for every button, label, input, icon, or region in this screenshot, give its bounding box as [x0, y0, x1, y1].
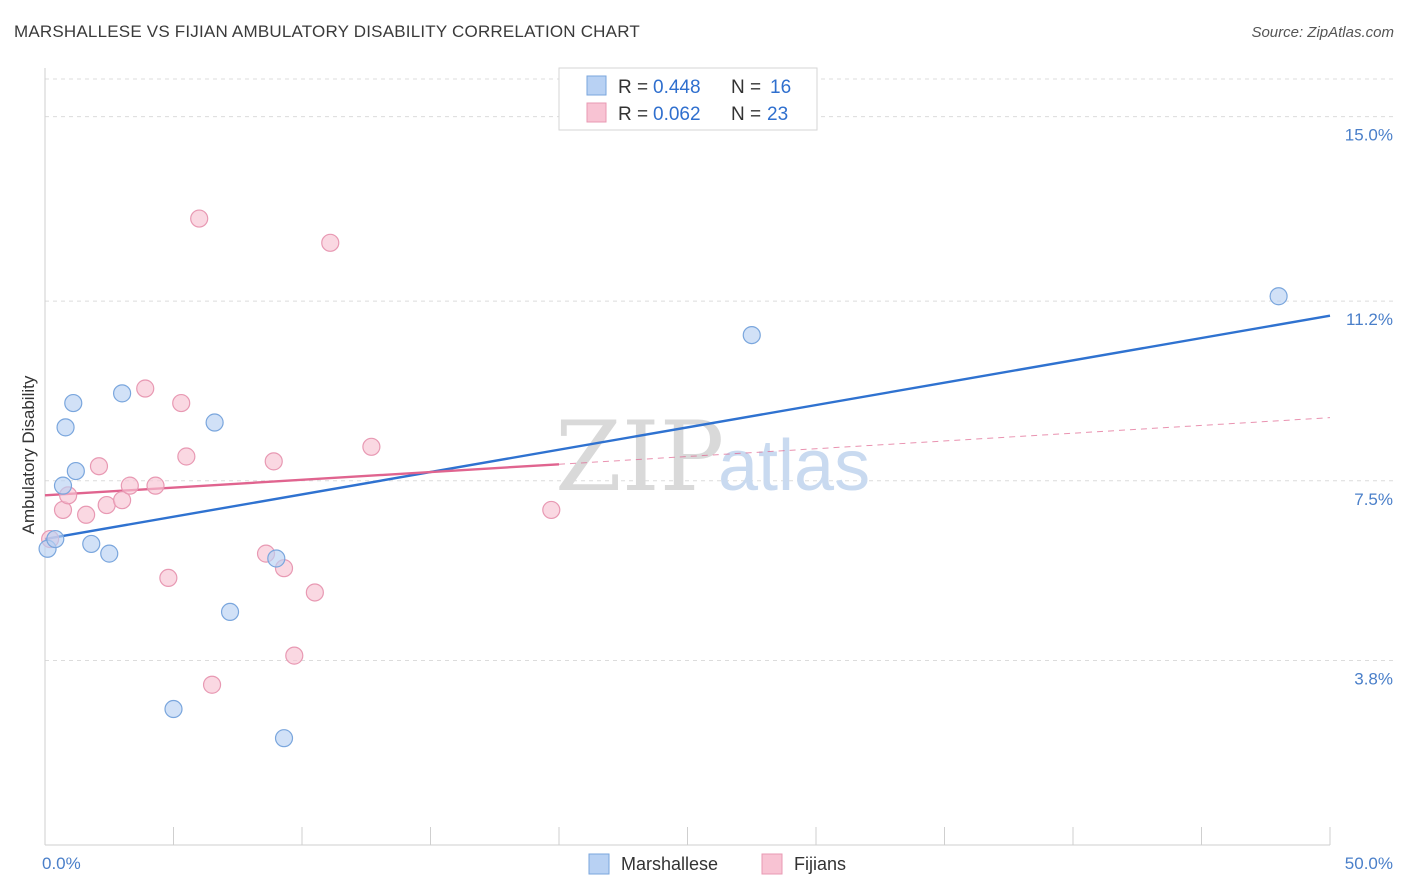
fijian-point [362, 437, 381, 456]
fijian-point [97, 495, 116, 515]
fijian-point [120, 476, 139, 495]
legend-r-label: R = [618, 104, 648, 125]
marshallese-point [46, 529, 65, 549]
fijian-point [190, 209, 209, 228]
series-legend-swatch-marshallese [588, 853, 610, 875]
legend-r-value: 0.062 [653, 104, 701, 125]
marshallese-point [267, 549, 286, 568]
legend-n-value: 23 [767, 104, 788, 125]
marshallese-point [56, 418, 75, 437]
series-legend-fijians: Fijians [794, 854, 846, 874]
fijian-point [159, 568, 178, 588]
x-tick-label: 0.0% [42, 854, 81, 873]
fijian-point [146, 476, 165, 495]
watermark-atlas: atlas [718, 426, 870, 506]
legend-swatch-fijians [586, 102, 607, 123]
y-tick-label: 7.5% [1354, 490, 1393, 509]
fijian-point [112, 491, 132, 510]
legend-r-label: R = [618, 77, 648, 98]
fijian-point [321, 233, 340, 252]
fijian-point [305, 583, 324, 602]
correlation-legend: R = 0.448 N = 16 R = 0.062 N = 23 [558, 67, 818, 131]
marshallese-point [112, 384, 132, 403]
fijian-point [172, 393, 191, 413]
fijian-point [285, 646, 304, 665]
watermark-zip: ZIP [555, 401, 724, 513]
data-points [38, 209, 1288, 748]
marshallese-trend-line [44, 314, 1331, 541]
fijian-point [136, 379, 155, 398]
fijian-trend-extension [558, 417, 1331, 465]
marshallese-point [220, 602, 240, 622]
series-legend-marshallese: Marshallese [621, 854, 718, 874]
grid-lines [45, 78, 1395, 661]
marshallese-point [1269, 287, 1288, 306]
y-tick-label: 11.2% [1346, 310, 1393, 329]
marshallese-point [82, 534, 101, 554]
marshallese-point [100, 544, 119, 563]
fijian-point [89, 457, 109, 476]
chart-title: MARSHALLESE VS FIJIAN AMBULATORY DISABIL… [14, 22, 640, 41]
marshallese-point [742, 325, 761, 345]
y-tick-label: 3.8% [1354, 669, 1393, 688]
source-label: Source: ZipAtlas.com [1251, 24, 1394, 41]
fijian-point [202, 675, 222, 694]
fijian-point [77, 505, 96, 524]
fijian-point [177, 447, 196, 466]
fijian-trend-line [44, 463, 560, 497]
marshallese-point [66, 461, 85, 481]
legend-swatch-marshallese [586, 75, 607, 96]
watermark: ZIP atlas [555, 401, 870, 513]
series-legend-swatch-fijians [761, 853, 783, 875]
legend-n-label: N = [731, 104, 761, 125]
y-axis-label: Ambulatory Disability [19, 375, 38, 534]
x-tick-label: 50.0% [1345, 854, 1393, 873]
marshallese-point [274, 729, 294, 748]
series-legend: Marshallese Fijians [588, 853, 846, 875]
marshallese-point [64, 393, 83, 413]
fijian-point [542, 500, 561, 520]
marshallese-point [205, 413, 224, 432]
fijian-point [264, 452, 283, 471]
marshallese-point [53, 476, 73, 495]
axes: 3.8% 7.5% 11.2% 15.0% 0.0% 50.0% [42, 68, 1393, 873]
y-tick-label: 15.0% [1345, 126, 1393, 145]
legend-n-label: N = [731, 77, 761, 98]
legend-n-value: 16 [770, 77, 791, 98]
legend-r-value: 0.448 [653, 77, 701, 98]
marshallese-point [164, 699, 183, 719]
